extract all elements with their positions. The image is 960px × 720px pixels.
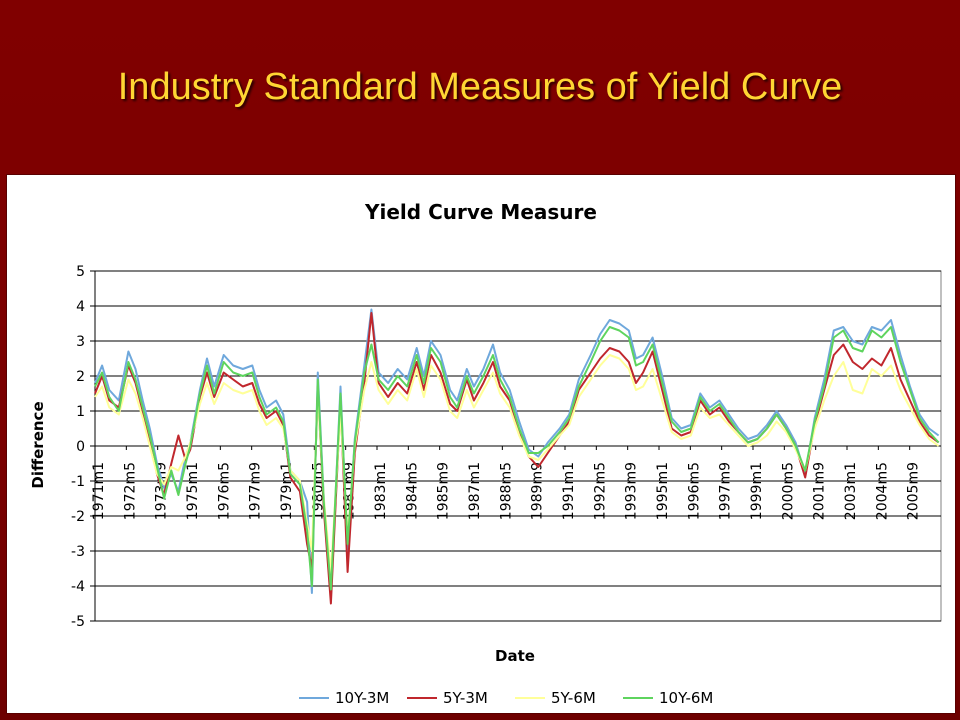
chart-title: Yield Curve Measure <box>364 200 597 224</box>
y-tick-label: 2 <box>76 369 85 385</box>
x-tick-label: 1999m1 <box>749 462 765 520</box>
x-tick-label: 2005m9 <box>906 462 922 520</box>
x-tick-label: 1992m5 <box>592 462 608 520</box>
x-tick-label: 1977m9 <box>248 462 264 520</box>
x-tick-label: 1971m1 <box>91 462 107 520</box>
x-tick-label: 1993m9 <box>624 462 640 520</box>
x-tick-label: 1979m1 <box>279 462 295 520</box>
x-tick-label: 1995m1 <box>655 462 671 520</box>
legend-label: 5Y-3M <box>443 689 488 707</box>
x-tick-label: 1987m1 <box>467 462 483 520</box>
x-tick-label: 1991m1 <box>561 462 577 520</box>
y-tick-label: 4 <box>76 299 85 315</box>
y-tick-label: 5 <box>76 264 85 280</box>
x-axis-label: Date <box>495 647 535 665</box>
x-tick-label: 1975m1 <box>185 462 201 520</box>
y-tick-label: 1 <box>76 404 85 420</box>
x-tick-label: 2003m1 <box>843 462 859 520</box>
legend-label: 10Y-3M <box>335 689 389 707</box>
legend-label: 10Y-6M <box>659 689 713 707</box>
x-tick-label: 2004m5 <box>874 462 890 520</box>
x-tick-label: 1976m5 <box>216 462 232 520</box>
x-tick-label: 1984m5 <box>404 462 420 520</box>
y-tick-label: 3 <box>76 334 85 350</box>
series-line-5y-6m <box>94 354 940 573</box>
y-tick-label: -1 <box>71 474 85 490</box>
x-tick-label: 1985m9 <box>436 462 452 520</box>
y-tick-label: -4 <box>71 579 85 595</box>
x-tick-label: 1983m1 <box>373 462 389 520</box>
x-tick-label: 1988m5 <box>498 462 514 520</box>
x-tick-label: 1972m5 <box>122 462 138 520</box>
series-line-10y-6m <box>94 326 940 591</box>
y-tick-label: -5 <box>71 614 85 630</box>
x-tick-label: 1989m9 <box>530 462 546 520</box>
chart-frame: Yield Curve Measure -5 -4 -3 -2 -1 0 1 2 3 4 5 1971… <box>6 174 956 714</box>
y-tick-label: -3 <box>71 544 85 560</box>
series-line-10y-3m <box>94 308 940 598</box>
y-axis-label: Difference <box>29 401 47 488</box>
x-tick-label: 2000m5 <box>780 462 796 520</box>
yield-curve-chart: Yield Curve Measure -5 -4 -3 -2 -1 0 1 2 3 4 5 1971… <box>29 200 942 707</box>
y-tick-label: -2 <box>71 509 85 525</box>
x-tick-label: 2001m9 <box>812 462 828 520</box>
x-tick-label: 1996m5 <box>686 462 702 520</box>
y-tick-label: 0 <box>76 439 85 455</box>
legend-label: 5Y-6M <box>551 689 596 707</box>
slide-title: Industry Standard Measures of Yield Curv… <box>117 66 843 108</box>
x-tick-label: 1997m9 <box>718 462 734 520</box>
